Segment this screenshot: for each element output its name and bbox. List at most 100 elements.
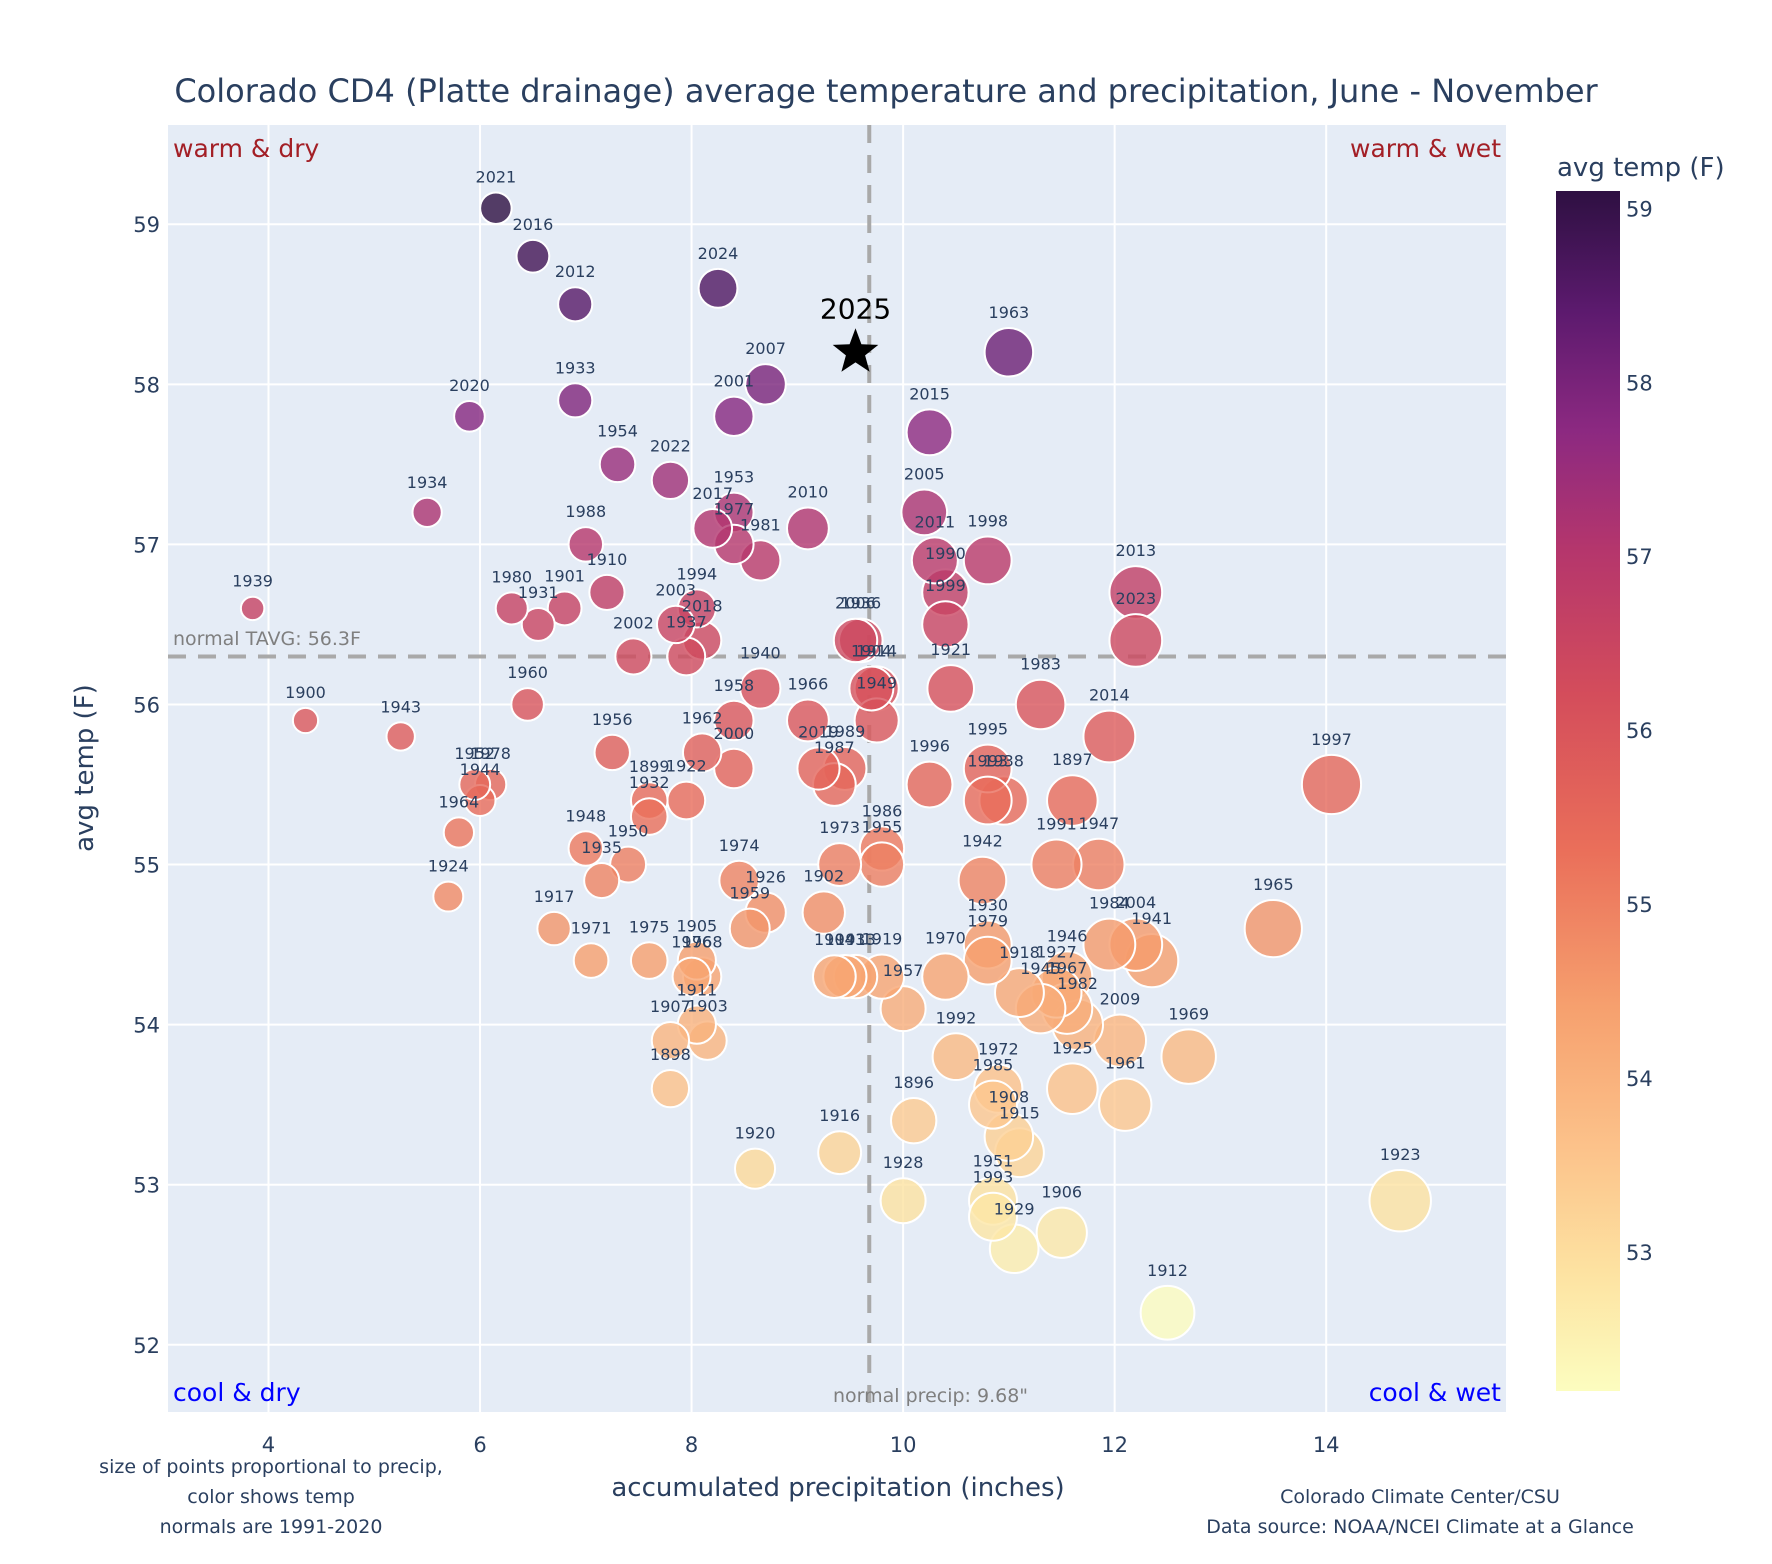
point-label: 1964	[439, 792, 480, 811]
point-label: 1974	[719, 836, 760, 855]
data-point-2015	[905, 408, 954, 457]
point-label: 2016	[513, 215, 554, 234]
point-label: 1991	[1036, 815, 1077, 834]
point-label: 1959	[729, 884, 770, 903]
x-tick-label: 8	[685, 1433, 698, 1457]
data-point-1952	[458, 768, 492, 801]
data-point-2016	[515, 238, 551, 274]
point-label: 1982	[1057, 974, 1098, 993]
point-label: 1960	[507, 663, 548, 682]
point-label: 1934	[407, 473, 448, 492]
point-label: 1913	[835, 930, 876, 949]
point-label: 1904	[851, 641, 892, 660]
point-labels: 1923 1997 1965 1969 1912 1941 2013 2023 2004 1961…	[232, 167, 1420, 1279]
point-label: 1900	[285, 683, 326, 702]
point-label: 1993	[967, 752, 1008, 771]
point-label: 2005	[904, 465, 945, 484]
point-label: 1987	[814, 738, 855, 757]
point-label: 1968	[682, 932, 723, 951]
data-point-1896	[890, 1096, 938, 1145]
data-point-1934	[411, 496, 443, 529]
point-label: 1905	[676, 917, 717, 936]
y-tick-label: 58	[133, 373, 160, 397]
footnote-line-2: color shows temp	[187, 1486, 355, 1508]
point-label: 2012	[555, 262, 596, 281]
data-point-1974	[718, 859, 760, 902]
point-label: 1970	[925, 928, 966, 947]
data-point-1984	[1082, 917, 1137, 972]
data-point-2011	[910, 536, 959, 585]
point-label: 1976	[671, 933, 712, 952]
point-label: 1910	[587, 550, 628, 569]
data-point-1925	[1046, 1062, 1099, 1115]
point-label: 1986	[862, 801, 903, 820]
point-label: 1954	[597, 422, 638, 441]
point-label: 1980	[491, 567, 532, 586]
point-label: 1929	[994, 1199, 1035, 1218]
colorbar-tick-label: 58	[1626, 371, 1653, 395]
data-point-1918	[994, 967, 1045, 1019]
point-label: 1899	[629, 757, 670, 776]
x-tick-label: 14	[1313, 1433, 1340, 1457]
point-label: 1937	[666, 613, 707, 632]
data-point-1940	[739, 667, 782, 710]
point-label: 1981	[740, 515, 781, 534]
data-point-1970	[921, 952, 970, 1001]
data-point-1897	[1046, 774, 1099, 827]
point-label: 1903	[687, 996, 728, 1015]
point-label: 1908	[989, 1087, 1030, 1106]
y-tick-label: 59	[133, 213, 160, 237]
point-label: 2017	[692, 484, 733, 503]
point-label: 1916	[819, 1106, 860, 1125]
data-point-1966	[785, 698, 830, 743]
point-label: 1924	[428, 857, 469, 876]
data-point-1912	[1139, 1284, 1196, 1341]
point-label: 2021	[476, 167, 517, 186]
data-point-1958	[713, 699, 755, 742]
point-label: 2018	[682, 596, 723, 615]
data-point-1900	[291, 706, 320, 735]
data-point-1998	[962, 535, 1013, 586]
point-label: 1912	[1147, 1261, 1188, 1280]
data-point-1924	[432, 880, 465, 913]
point-label: 1973	[819, 818, 860, 837]
data-point-1942	[957, 855, 1008, 906]
point-label: 1958	[714, 676, 755, 695]
credit-line-2: Data source: NOAA/NCEI Climate at a Glan…	[1206, 1516, 1634, 1538]
quadrant-label-warm-dry: warm & dry	[173, 134, 319, 163]
point-label: 1904	[814, 930, 855, 949]
point-label: 1938	[983, 751, 1024, 770]
colorbar-tick-label: 59	[1626, 197, 1653, 221]
data-point-1901	[546, 590, 583, 627]
data-point-1993	[962, 775, 1013, 826]
point-label: 1921	[930, 640, 971, 659]
credit-line-1: Colorado Climate Center/CSU	[1280, 1486, 1560, 1508]
data-point-1933	[557, 382, 594, 419]
point-label: 2022	[650, 437, 691, 456]
point-label: 1920	[735, 1124, 776, 1143]
point-label: 2019	[798, 722, 839, 741]
point-label: 1947	[1078, 814, 1119, 833]
data-point-2022	[650, 460, 691, 501]
data-point-1906	[1035, 1206, 1088, 1259]
point-label: 1943	[825, 930, 866, 949]
point-label: 1926	[745, 867, 786, 886]
normal-lines	[168, 125, 1506, 1412]
point-label: 1935	[581, 838, 622, 857]
point-label: 2010	[788, 482, 829, 501]
point-label: 1922	[666, 757, 707, 776]
y-tick-label: 54	[133, 1014, 160, 1038]
point-label: 1936	[840, 594, 881, 613]
point-label: 1915	[999, 1103, 1040, 1122]
colorbar-title: avg temp (F)	[1557, 153, 1725, 183]
data-point-2019	[796, 746, 841, 791]
point-label: 2024	[698, 244, 739, 263]
data-point-2024	[697, 267, 739, 309]
data-point-2006	[832, 617, 879, 664]
star-icon	[832, 328, 879, 372]
point-label: 1945	[1020, 959, 1061, 978]
axis-ticks: 4 6 8 10 12 14 52 53 54 55 56 57 58 59	[133, 213, 1339, 1457]
data-point-1975	[629, 941, 669, 980]
data-point-1956	[593, 733, 631, 772]
data-point-1948	[567, 830, 605, 867]
